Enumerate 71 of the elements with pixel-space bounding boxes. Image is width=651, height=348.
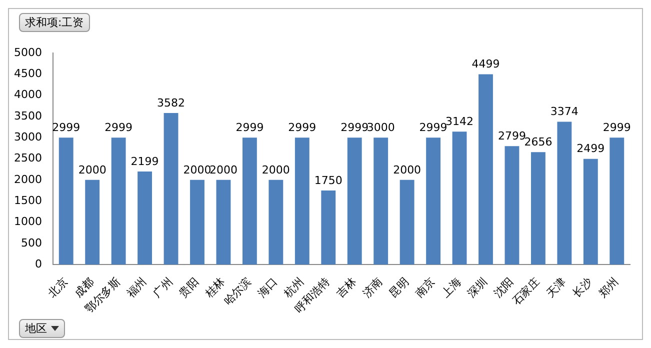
y-tick-label: 4000: [14, 88, 42, 102]
x-tick-label: 深圳: [465, 275, 490, 300]
bar: [85, 180, 100, 265]
bar: [268, 180, 284, 265]
bar: [138, 172, 152, 265]
bar: [583, 158, 598, 265]
x-tick-label: 郑州: [596, 275, 622, 300]
data-label: 4499: [472, 58, 500, 71]
data-label: 2799: [498, 129, 526, 142]
bar: [452, 132, 467, 265]
x-tick-label: 昆明: [386, 275, 412, 300]
bar: [400, 180, 414, 265]
x-tick-label: 吉林: [334, 275, 359, 300]
x-tick-label: 北京: [46, 275, 70, 300]
y-tick-label: 3500: [14, 109, 42, 122]
x-tick-label: 贵阳: [176, 275, 202, 300]
x-tick-label: 长沙: [570, 275, 595, 300]
bar: [58, 138, 74, 265]
y-tick-label: 2000: [14, 172, 42, 186]
data-label: 3142: [446, 114, 474, 128]
bar: [347, 138, 362, 265]
data-label: 2656: [524, 136, 552, 149]
data-label: 2499: [576, 142, 605, 156]
bar: [242, 138, 257, 265]
chart-title: 求和项:工资: [19, 13, 90, 32]
bar: [610, 138, 624, 265]
y-tick-label: 1500: [14, 194, 42, 207]
x-tick-label: 海口: [255, 275, 280, 300]
x-axis-title: 地区: [25, 321, 47, 336]
data-label: 2000: [209, 163, 238, 176]
data-label: 2999: [419, 121, 448, 134]
bar: [164, 112, 178, 265]
data-label: 3000: [366, 120, 395, 134]
y-tick-label: 0: [34, 257, 42, 270]
bar: [321, 190, 336, 265]
data-label: 2000: [262, 163, 290, 176]
bar: [557, 122, 572, 265]
data-label: 3374: [550, 105, 578, 118]
data-label: 3582: [157, 96, 186, 110]
y-tick-label: 500: [20, 236, 42, 250]
data-label: 2999: [340, 121, 369, 134]
x-tick-label: 天津: [544, 275, 569, 300]
y-tick-label: 5000: [14, 46, 42, 59]
data-label: 2999: [52, 121, 80, 134]
data-label: 2000: [78, 163, 106, 176]
data-label: 2999: [104, 121, 133, 134]
bar: [426, 138, 441, 265]
bar: [294, 138, 310, 265]
bar: [111, 138, 126, 265]
data-label: 2000: [393, 163, 422, 176]
y-tick-label: 2500: [14, 152, 42, 165]
bar: [374, 138, 388, 265]
y-tick-label: 1000: [14, 215, 42, 228]
data-label: 2999: [288, 121, 316, 134]
data-label: 2199: [130, 154, 159, 168]
x-tick-label: 济南: [360, 275, 385, 300]
bar: [216, 180, 231, 265]
data-label: 2000: [183, 163, 212, 176]
data-label: 1750: [314, 174, 342, 187]
y-tick-label: 4500: [14, 67, 42, 80]
data-label: 2999: [236, 121, 264, 134]
x-tick-label: 福州: [124, 275, 149, 300]
bar: [190, 180, 204, 265]
x-tick-label: 南京: [412, 275, 438, 300]
bar: [504, 146, 520, 265]
bar: [530, 152, 546, 265]
x-tick-label: 上海: [438, 275, 464, 300]
data-label: 2999: [602, 121, 631, 134]
x-tick-label: 广州: [150, 275, 176, 300]
y-tick-label: 3000: [14, 130, 42, 144]
bar: [478, 74, 493, 265]
